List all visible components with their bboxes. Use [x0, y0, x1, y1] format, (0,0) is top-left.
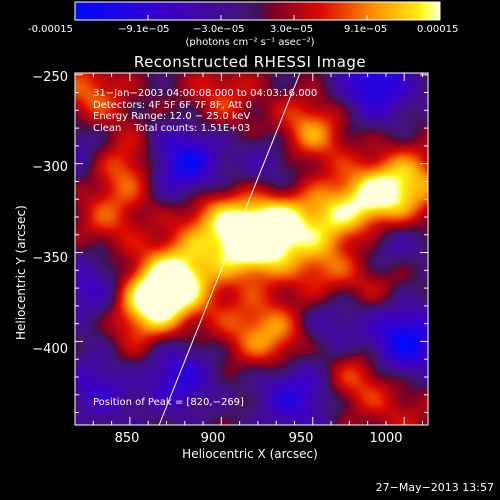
- time-range-label: 31−Jan−2003 04:00:08.000 to 04:03:16.000: [93, 88, 318, 99]
- energy-range-label: Energy Range: 12.0 − 25.0 keV: [93, 111, 251, 122]
- colorbar-units: (photons cm⁻² s⁻¹ asec⁻²): [185, 37, 315, 48]
- solar-limb-line: [158, 72, 301, 426]
- peak-position-label: Position of Peak = [820,−269]: [93, 397, 244, 408]
- x-tick-label: 900: [200, 431, 226, 446]
- x-axis-title: Heliocentric X (arcsec): [182, 447, 318, 461]
- detectors-label: Detectors: 4F 5F 6F 7F 8F, Att 0: [93, 99, 253, 111]
- colorbar-tick-label: 3.0e−05: [270, 24, 314, 35]
- y-axis-title: Heliocentric Y (arcsec): [14, 205, 28, 340]
- colorbar-tick-label: 0.00015: [417, 24, 459, 35]
- y-tick-label: −350: [32, 251, 68, 266]
- y-tick-label: −400: [32, 342, 68, 357]
- colorbar-tick-label: −9.1e−05: [118, 24, 170, 35]
- clean-counts-label: Clean Total counts: 1.51E+03: [93, 122, 251, 134]
- colorbar-tick-label: 9.1e−05: [344, 24, 388, 35]
- y-tick-label: −300: [32, 160, 68, 175]
- y-tick-label: −250: [32, 70, 68, 85]
- chart-title: Reconstructed RHESSI Image: [133, 53, 367, 71]
- x-tick-label: 950: [288, 431, 314, 446]
- colorbar-tick-label: -0.00015: [28, 24, 73, 35]
- footer-timestamp: 27−May−2013 13:57: [375, 481, 494, 494]
- colorbar-border: [74, 1, 441, 21]
- x-tick-label: 1000: [369, 431, 403, 446]
- x-tick-label: 850: [114, 431, 140, 446]
- plot-border: [74, 72, 429, 426]
- colorbar-tick-label: −3.0e−05: [193, 24, 245, 35]
- heatmap-image: [75, 73, 428, 425]
- colorbar: [75, 2, 440, 20]
